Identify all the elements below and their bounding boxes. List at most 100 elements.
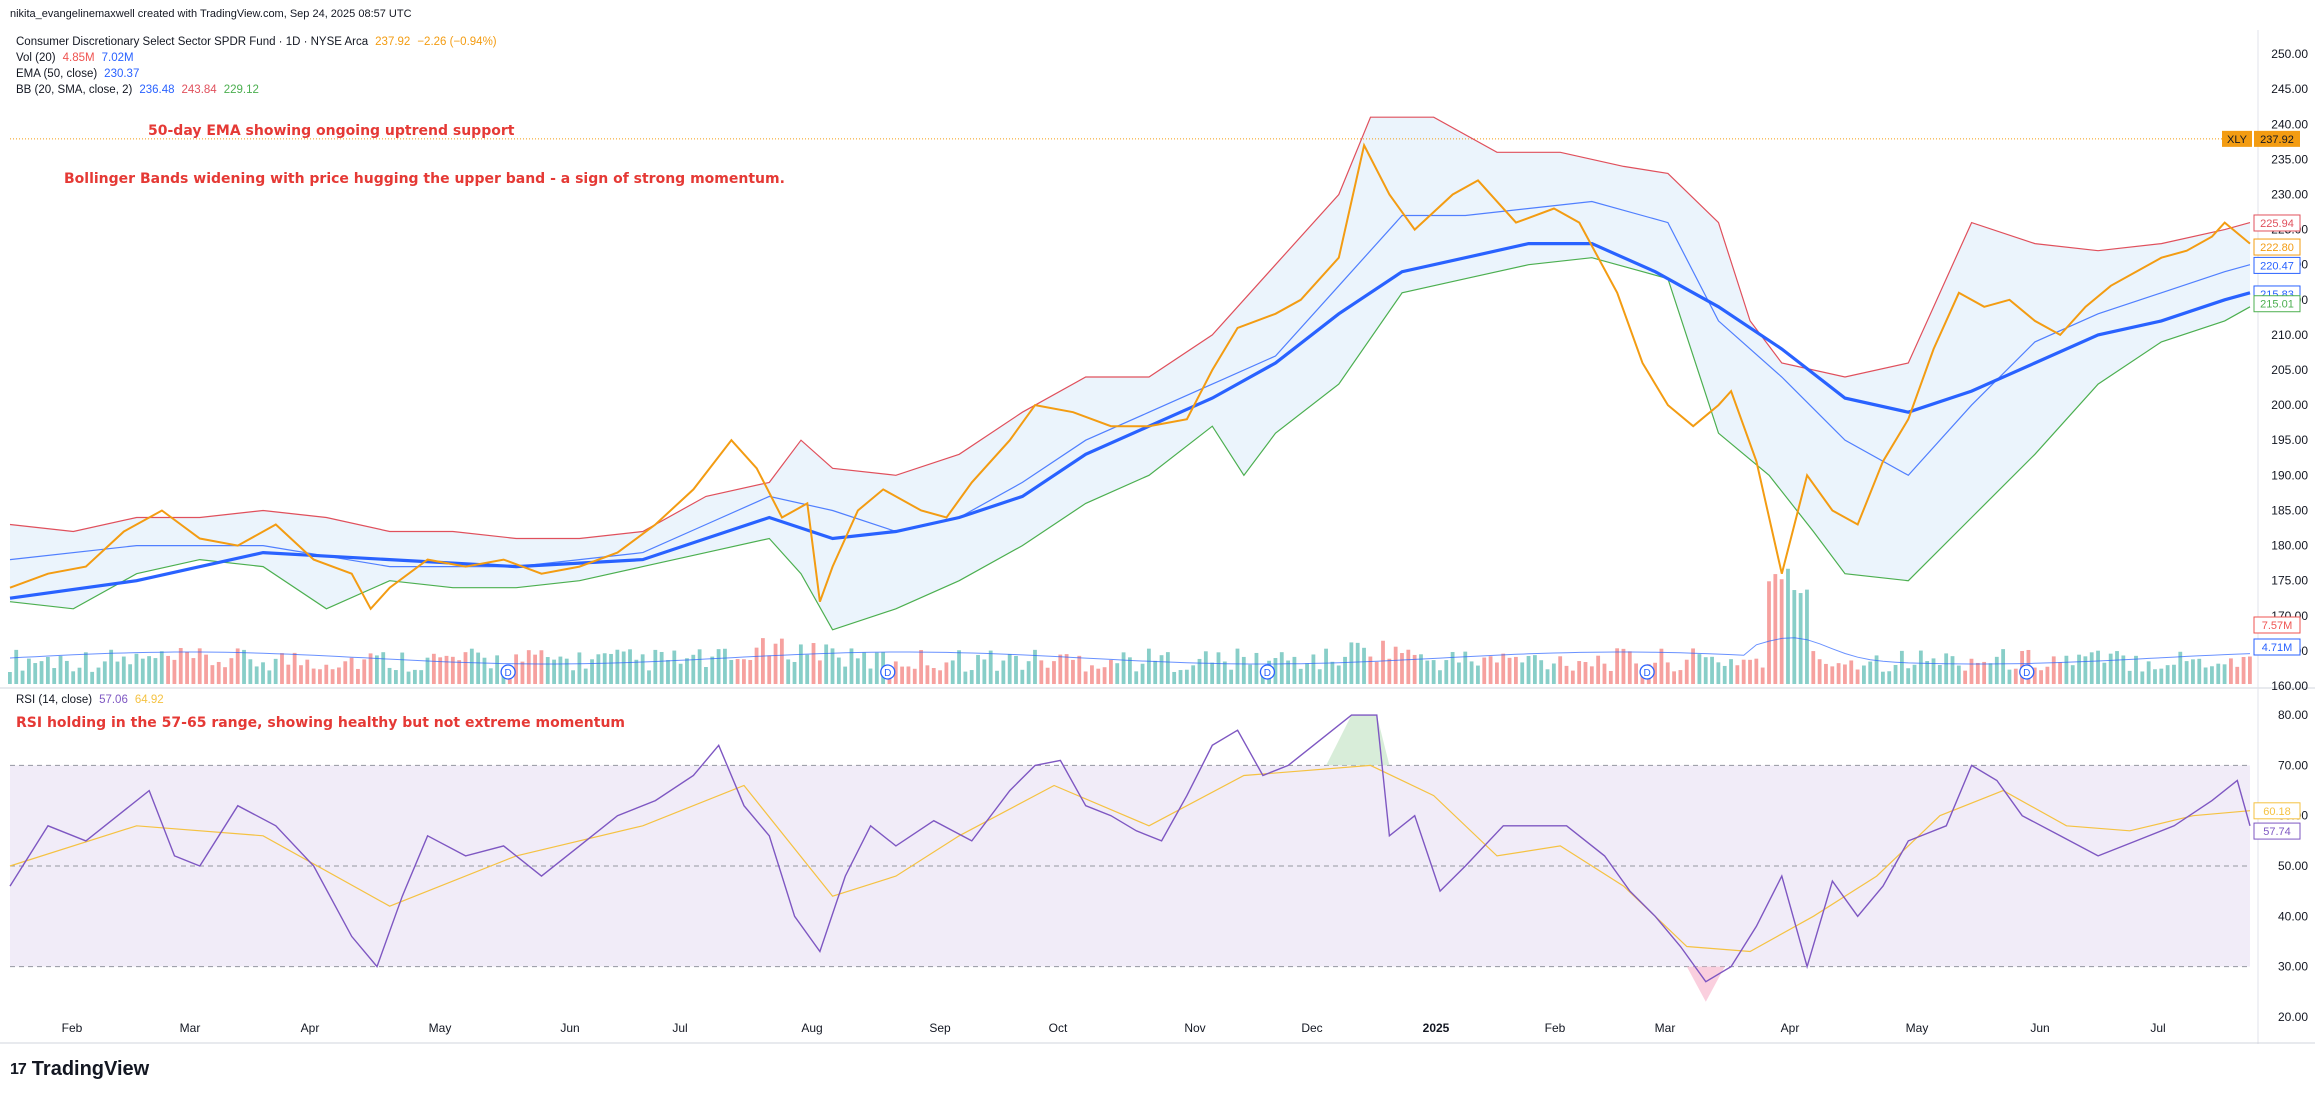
price-axis-tick: 245.00 [2271, 82, 2308, 96]
symbol-legend[interactable]: Consumer Discretionary Select Sector SPD… [16, 34, 504, 50]
volume-bar [2146, 661, 2151, 684]
symbol-title: Consumer Discretionary Select Sector SPD… [16, 36, 369, 48]
rsi-axis-tick: 30.00 [2278, 960, 2308, 974]
volume-bar [419, 670, 424, 684]
dividend-marker-icon [1639, 664, 1655, 680]
volume-bar [1102, 667, 1107, 684]
rsi-ma-value: 64.92 [134, 694, 164, 706]
volume-bar [242, 649, 246, 684]
volume-bar [957, 650, 961, 684]
volume-bar [1716, 662, 1721, 684]
volume-bar [1254, 652, 1259, 684]
volume-bar [1330, 661, 1335, 684]
volume-bar [1786, 568, 1790, 684]
volume-bar [919, 649, 923, 684]
volume-bar [931, 668, 936, 684]
volume-bar [286, 664, 291, 684]
volume-bar [1178, 670, 1183, 684]
volume-bar [1880, 671, 1885, 684]
price-label-box [2253, 295, 2301, 313]
volume-bar [1412, 654, 1417, 684]
volume-bar [811, 643, 816, 684]
volume-bar [1779, 579, 1784, 684]
rsi-label-box [2253, 802, 2301, 820]
volume-bar [1805, 589, 1809, 684]
price-label-box [2253, 214, 2301, 232]
volume-bar [318, 669, 322, 684]
volume-bar [609, 653, 613, 684]
volume-bar [2184, 661, 2189, 684]
volume-bar [58, 655, 63, 684]
bb-legend[interactable]: BB (20, SMA, close, 2) 236.48 243.84 229.12 [16, 82, 266, 98]
volume-bar [1045, 667, 1050, 684]
volume-bar [1305, 663, 1309, 684]
credit-text: nikita_evangelinemaxwell created with Tr… [10, 8, 412, 20]
volume-bar [381, 652, 386, 684]
symbol-tag-text: XLY [2227, 134, 2248, 146]
volume-bar [577, 652, 582, 684]
volume-bar [1400, 653, 1404, 684]
volume-bar [1950, 656, 1955, 684]
time-axis-label: Jun [560, 1021, 579, 1035]
volume-bar [1570, 670, 1575, 684]
volume-bar [1994, 656, 1999, 684]
volume-bar [400, 652, 405, 684]
volume-bar [1501, 653, 1506, 684]
volume-bar [1672, 671, 1676, 684]
tradingview-logo[interactable]: 17 TradingView [10, 1058, 149, 1081]
volume-bar [1836, 663, 1841, 684]
volume-bar [760, 638, 765, 684]
volume-label-text: 7.57M [2262, 620, 2293, 632]
volume-bar [1071, 659, 1075, 684]
volume-bar [1963, 670, 1968, 684]
volume-bar [925, 665, 930, 684]
volume-bar [292, 652, 297, 684]
rsi-overbought-fill [1326, 715, 1390, 766]
volume-bar [147, 656, 152, 684]
volume-bar [1855, 669, 1860, 684]
volume-bar [2235, 666, 2240, 684]
volume-bar [583, 668, 588, 684]
volume-value-1: 4.85M [62, 52, 95, 64]
volume-bar [602, 653, 607, 684]
volume-bar [1197, 658, 1202, 684]
volume-bar [2210, 666, 2214, 684]
volume-bar [1121, 652, 1126, 684]
volume-bar [1684, 659, 1689, 684]
volume-bar [8, 672, 12, 684]
volume-bar [944, 662, 949, 684]
volume-bar [83, 652, 88, 684]
volume-bar [33, 663, 38, 684]
volume-bar [893, 661, 898, 684]
ema-value: 230.37 [104, 68, 140, 80]
volume-bar [1362, 647, 1366, 684]
volume-bar [1090, 665, 1094, 684]
volume-bar [191, 658, 196, 684]
volume-bar [1292, 656, 1297, 684]
volume-bar [1722, 665, 1727, 684]
volume-bar [1444, 660, 1449, 684]
volume-bar [1476, 665, 1480, 684]
volume-bar [792, 661, 797, 684]
volume-bar [748, 659, 753, 684]
time-axis-label: Jun [2030, 1021, 2049, 1035]
volume-bar [1893, 664, 1898, 684]
volume-bar [2089, 652, 2094, 684]
volume-bar [469, 648, 474, 684]
volume-bar [1140, 663, 1145, 684]
volume-bar [2045, 666, 2050, 684]
volume-legend[interactable]: Vol (20) 4.85M 7.02M [16, 50, 141, 66]
volume-bar [431, 653, 436, 684]
volume-bar [900, 666, 905, 684]
volume-bar [817, 660, 822, 684]
rsi-legend[interactable]: RSI (14, close) 57.06 64.92 [16, 692, 171, 708]
volume-bar [45, 656, 50, 684]
volume-bar [77, 667, 82, 684]
volume-bar [375, 655, 379, 684]
volume-bar [1868, 661, 1873, 684]
volume-bar [824, 644, 829, 684]
volume-bar [843, 666, 848, 684]
volume-bar [368, 653, 373, 684]
ema-legend[interactable]: EMA (50, close) 230.37 [16, 66, 146, 82]
